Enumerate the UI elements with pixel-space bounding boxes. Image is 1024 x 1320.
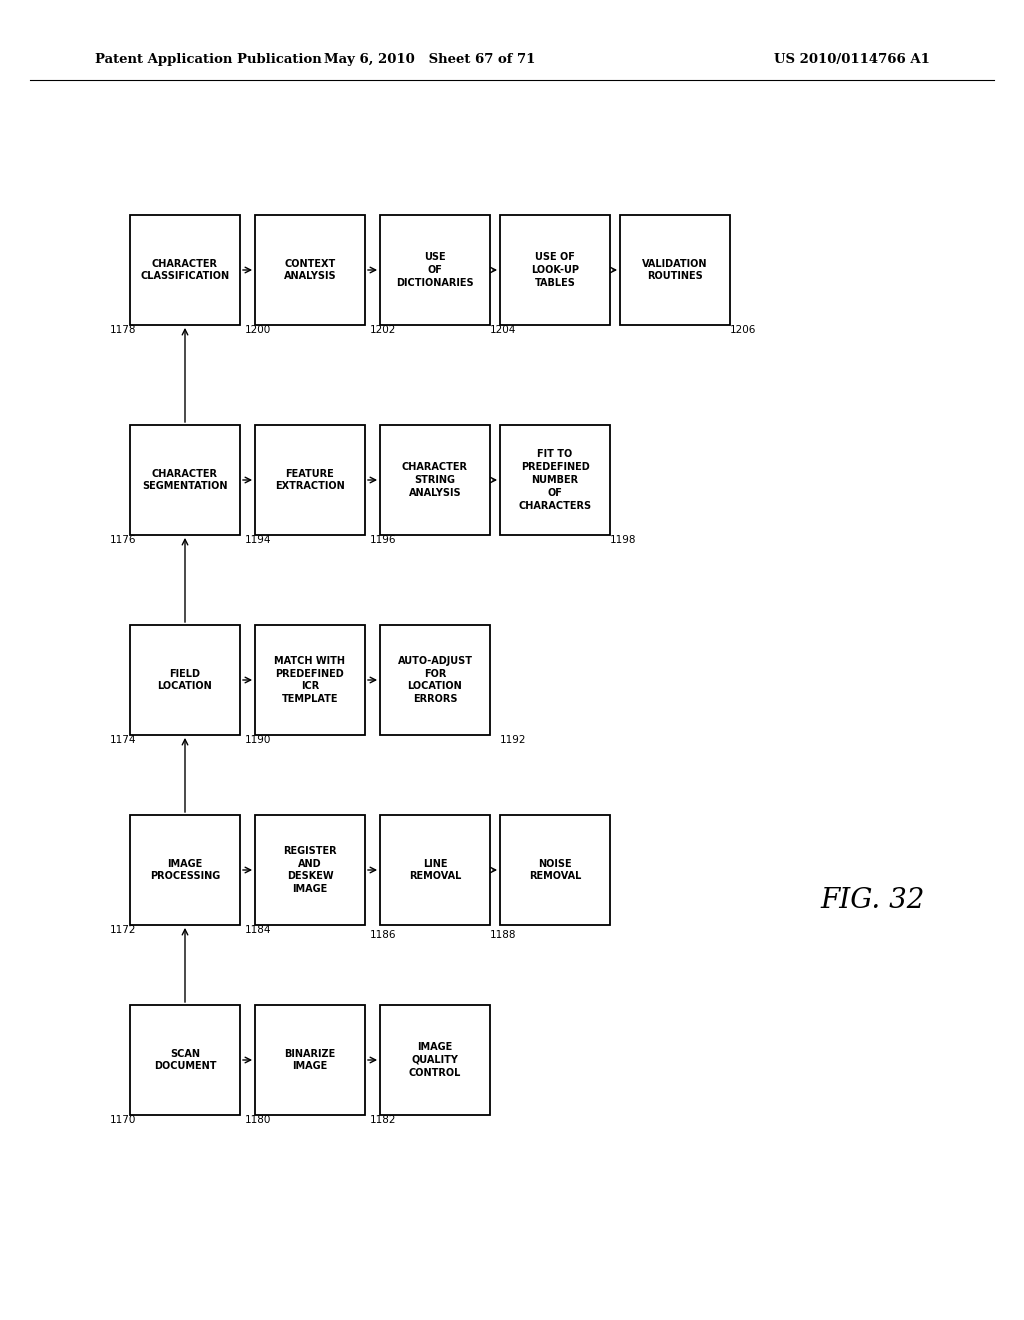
Bar <box>500 425 610 535</box>
Text: AUTO-ADJUST
FOR
LOCATION
ERRORS: AUTO-ADJUST FOR LOCATION ERRORS <box>397 656 472 704</box>
Text: 1190: 1190 <box>245 735 271 744</box>
Text: 1200: 1200 <box>245 325 271 335</box>
Text: REGISTER
AND
DESKEW
IMAGE: REGISTER AND DESKEW IMAGE <box>284 846 337 894</box>
Bar <box>380 1005 490 1115</box>
Text: 1174: 1174 <box>110 735 136 744</box>
Text: 1206: 1206 <box>730 325 757 335</box>
Text: 1188: 1188 <box>490 931 516 940</box>
Text: 1192: 1192 <box>500 735 526 744</box>
Text: 1170: 1170 <box>110 1115 136 1125</box>
Bar <box>380 425 490 535</box>
Text: 1182: 1182 <box>370 1115 396 1125</box>
Bar <box>255 814 365 925</box>
Bar <box>130 1005 240 1115</box>
Bar <box>255 215 365 325</box>
Text: USE
OF
DICTIONARIES: USE OF DICTIONARIES <box>396 252 474 288</box>
Text: BINARIZE
IMAGE: BINARIZE IMAGE <box>285 1048 336 1072</box>
Bar <box>255 425 365 535</box>
Text: IMAGE
PROCESSING: IMAGE PROCESSING <box>150 858 220 882</box>
Text: 1176: 1176 <box>110 535 136 545</box>
Bar <box>380 624 490 735</box>
Bar <box>500 814 610 925</box>
Text: 1184: 1184 <box>245 925 271 935</box>
Text: LINE
REMOVAL: LINE REMOVAL <box>409 858 461 882</box>
Text: 1194: 1194 <box>245 535 271 545</box>
Text: Patent Application Publication: Patent Application Publication <box>95 54 322 66</box>
Text: MATCH WITH
PREDEFINED
ICR
TEMPLATE: MATCH WITH PREDEFINED ICR TEMPLATE <box>274 656 345 704</box>
Text: FIG. 32: FIG. 32 <box>820 887 925 913</box>
Text: FIELD
LOCATION: FIELD LOCATION <box>158 669 212 692</box>
Text: 1196: 1196 <box>370 535 396 545</box>
Text: CHARACTER
STRING
ANALYSIS: CHARACTER STRING ANALYSIS <box>402 462 468 498</box>
Text: NOISE
REMOVAL: NOISE REMOVAL <box>528 858 582 882</box>
Text: 1204: 1204 <box>490 325 516 335</box>
Text: FIT TO
PREDEFINED
NUMBER
OF
CHARACTERS: FIT TO PREDEFINED NUMBER OF CHARACTERS <box>518 449 592 511</box>
Text: SCAN
DOCUMENT: SCAN DOCUMENT <box>154 1048 216 1072</box>
Bar <box>620 215 730 325</box>
Text: CHARACTER
CLASSIFICATION: CHARACTER CLASSIFICATION <box>140 259 229 281</box>
Bar <box>500 215 610 325</box>
Bar <box>255 624 365 735</box>
Text: 1178: 1178 <box>110 325 136 335</box>
Bar <box>130 425 240 535</box>
Bar <box>380 215 490 325</box>
Bar <box>130 814 240 925</box>
Text: VALIDATION
ROUTINES: VALIDATION ROUTINES <box>642 259 708 281</box>
Text: USE OF
LOOK-UP
TABLES: USE OF LOOK-UP TABLES <box>531 252 579 288</box>
Text: May 6, 2010   Sheet 67 of 71: May 6, 2010 Sheet 67 of 71 <box>325 54 536 66</box>
Text: US 2010/0114766 A1: US 2010/0114766 A1 <box>774 54 930 66</box>
Text: 1172: 1172 <box>110 925 136 935</box>
Text: FEATURE
EXTRACTION: FEATURE EXTRACTION <box>275 469 345 491</box>
Text: CONTEXT
ANALYSIS: CONTEXT ANALYSIS <box>284 259 336 281</box>
Bar <box>255 1005 365 1115</box>
Bar <box>380 814 490 925</box>
Text: 1180: 1180 <box>245 1115 271 1125</box>
Text: 1202: 1202 <box>370 325 396 335</box>
Text: 1186: 1186 <box>370 931 396 940</box>
Text: IMAGE
QUALITY
CONTROL: IMAGE QUALITY CONTROL <box>409 1043 461 1078</box>
Bar <box>130 215 240 325</box>
Bar <box>130 624 240 735</box>
Text: 1198: 1198 <box>610 535 637 545</box>
Text: CHARACTER
SEGMENTATION: CHARACTER SEGMENTATION <box>142 469 227 491</box>
